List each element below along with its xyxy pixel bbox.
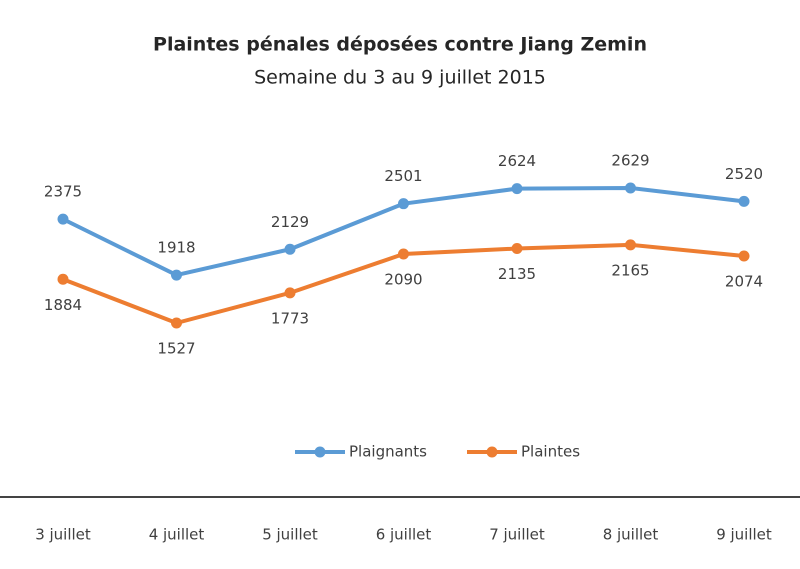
point xyxy=(57,273,69,285)
data-label: 2629 xyxy=(611,152,649,170)
point xyxy=(738,250,750,262)
point xyxy=(284,287,296,299)
x-tick-label: 3 juillet xyxy=(35,526,91,544)
point xyxy=(171,269,182,281)
data-label: 2129 xyxy=(271,213,309,231)
data-label: 1773 xyxy=(271,309,309,327)
point xyxy=(625,182,636,194)
x-tick-label: 8 juillet xyxy=(603,526,659,544)
point xyxy=(284,243,296,255)
data-label: 2520 xyxy=(725,165,763,183)
data-label: 2090 xyxy=(384,271,422,289)
legend-label: Plaintes xyxy=(521,443,580,461)
point xyxy=(511,183,523,195)
legend-marker xyxy=(314,446,326,458)
data-label: 2074 xyxy=(725,272,763,290)
data-label: 2501 xyxy=(384,167,422,185)
legend-label: Plaignants xyxy=(349,443,427,461)
point xyxy=(398,248,409,260)
x-tick-label: 5 juillet xyxy=(262,526,318,544)
chart-subtitle: Semaine du 3 au 9 juillet 2015 xyxy=(254,67,546,89)
point xyxy=(738,195,750,207)
point xyxy=(511,243,523,255)
x-tick-label: 7 juillet xyxy=(489,526,545,544)
data-label: 2135 xyxy=(498,265,536,283)
data-label: 2165 xyxy=(611,261,649,279)
point xyxy=(171,317,182,329)
point xyxy=(57,213,69,225)
data-label: 1918 xyxy=(157,239,195,257)
chart-title: Plaintes pénales déposées contre Jiang Z… xyxy=(153,34,647,56)
x-tick-label: 4 juillet xyxy=(149,526,205,544)
point xyxy=(398,198,409,210)
data-label: 1527 xyxy=(157,340,195,358)
data-label: 2624 xyxy=(498,152,536,170)
data-label: 2375 xyxy=(44,183,82,201)
x-tick-label: 9 juillet xyxy=(716,526,772,544)
legend-marker xyxy=(486,446,498,458)
data-label: 1884 xyxy=(44,296,82,314)
x-tick-label: 6 juillet xyxy=(376,526,432,544)
point xyxy=(625,239,636,251)
